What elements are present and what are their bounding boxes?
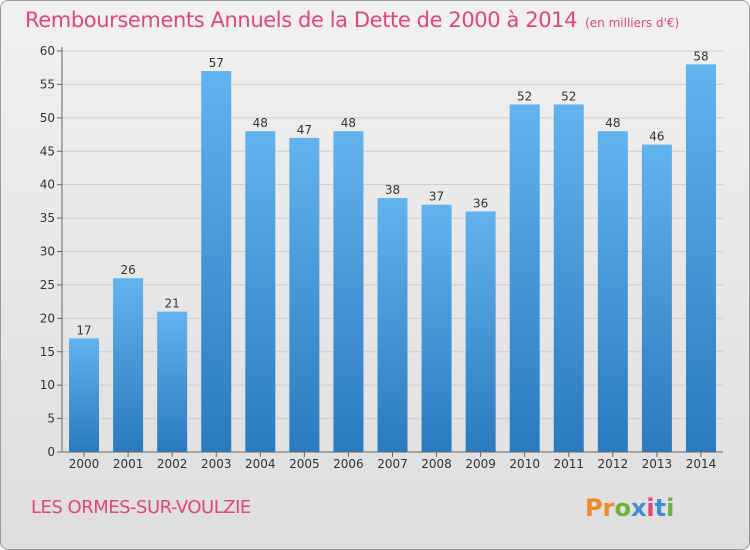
bar	[553, 104, 584, 452]
x-tick-label: 2009	[465, 457, 496, 471]
bar	[421, 204, 452, 452]
bar	[113, 278, 144, 452]
data-label: 36	[473, 196, 488, 210]
chart-subtitle: (en milliers d'€)	[585, 16, 680, 30]
y-tick-label: 60	[40, 44, 55, 58]
x-tick-label: 2000	[69, 457, 100, 471]
x-tick-label: 2008	[421, 457, 452, 471]
x-tick-label: 2003	[201, 457, 232, 471]
x-tick-label: 2004	[245, 457, 276, 471]
chart-title: Remboursements Annuels de la Dette de 20…	[25, 8, 679, 32]
y-tick-label: 30	[40, 245, 55, 259]
proxiti-logo: Proxiti	[585, 494, 674, 522]
bar	[377, 198, 408, 452]
bar	[201, 71, 232, 453]
x-tick-label: 2007	[377, 457, 408, 471]
data-label: 46	[649, 130, 664, 144]
data-label: 47	[297, 123, 312, 137]
commune-name: LES ORMES-SUR-VOULZIE	[31, 497, 251, 518]
y-tick-label: 25	[40, 278, 55, 292]
bar	[685, 64, 716, 452]
y-tick-label: 10	[40, 378, 55, 392]
data-label: 52	[517, 89, 532, 103]
axis-layer: 0 5 10 15 20 25 30 35 40 45 50 55 60 2000 2001 2002 2003…	[40, 44, 723, 471]
data-label: 58	[693, 49, 708, 63]
data-label: 57	[209, 56, 224, 70]
x-tick-label: 2014	[686, 457, 717, 471]
data-label: 48	[253, 116, 268, 130]
y-tick-label: 40	[40, 178, 55, 192]
data-label: 48	[341, 116, 356, 130]
data-label: 26	[120, 263, 135, 277]
x-tick-label: 2012	[598, 457, 629, 471]
bar	[333, 131, 364, 452]
chart-title-text: Remboursements Annuels de la Dette de 20…	[25, 8, 578, 32]
bar	[641, 144, 672, 453]
bar-layer	[69, 64, 716, 453]
y-tick-label: 45	[40, 144, 55, 158]
data-label: 52	[561, 89, 576, 103]
y-tick-label: 35	[40, 211, 55, 225]
bar	[157, 311, 188, 452]
bar	[597, 131, 628, 452]
bar	[289, 137, 320, 452]
y-tick-label: 5	[47, 412, 55, 426]
x-tick-label: 2011	[553, 457, 584, 471]
x-tick-label: 2006	[333, 457, 364, 471]
data-label: 17	[76, 323, 91, 337]
y-tick-label: 20	[40, 311, 55, 325]
y-tick-label: 55	[40, 77, 55, 91]
y-tick-label: 15	[40, 345, 55, 359]
x-tick-label: 2001	[113, 457, 144, 471]
y-tick-label: 0	[47, 445, 55, 459]
data-label: 48	[605, 116, 620, 130]
y-tick-label: 50	[40, 111, 55, 125]
x-tick-label: 2013	[642, 457, 673, 471]
bar	[465, 211, 496, 452]
data-label: 38	[385, 183, 400, 197]
data-label: 21	[165, 297, 180, 311]
x-tick-label: 2010	[509, 457, 540, 471]
bar	[69, 338, 100, 452]
x-tick-label: 2002	[157, 457, 188, 471]
svg-text:Proxiti: Proxiti	[585, 494, 674, 522]
bar	[245, 131, 276, 452]
data-label: 37	[429, 190, 444, 204]
bar	[509, 104, 540, 452]
label-layer: 17 26 21 57 48 47 48 38 37 36 52 52 48 46 58	[76, 49, 708, 337]
x-tick-label: 2005	[289, 457, 320, 471]
